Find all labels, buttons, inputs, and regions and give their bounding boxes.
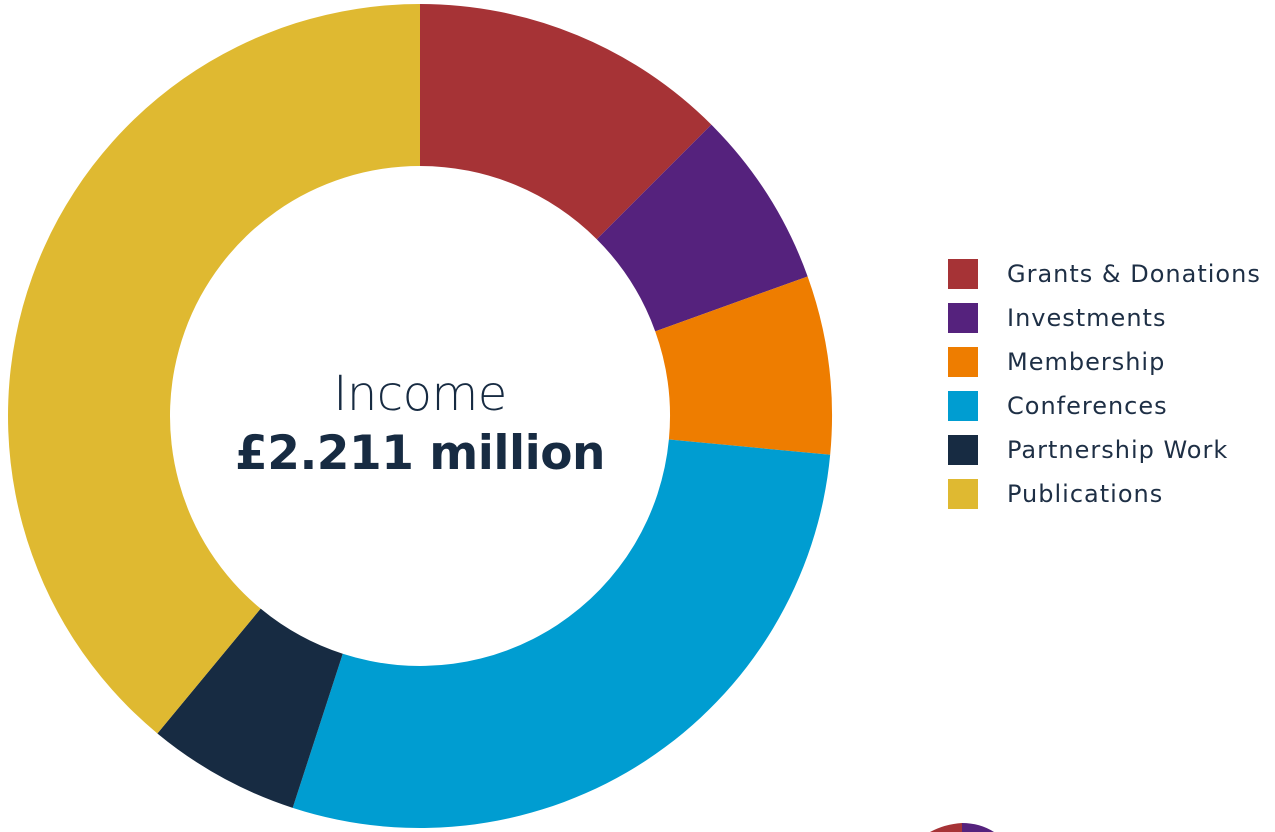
legend-item: Partnership Work bbox=[948, 428, 1268, 472]
legend-label: Grants & Donations bbox=[1007, 260, 1261, 288]
donut-slice-partnership-work bbox=[157, 608, 343, 808]
donut-slice-publications bbox=[8, 4, 421, 734]
legend-item: Publications bbox=[948, 472, 1268, 516]
legend-label: Publications bbox=[1007, 480, 1164, 508]
fragment-slice-purple bbox=[962, 823, 994, 832]
legend-item: Investments bbox=[948, 296, 1268, 340]
legend-label: Conferences bbox=[1007, 392, 1168, 420]
legend-swatch bbox=[948, 259, 978, 289]
legend-label: Partnership Work bbox=[1007, 436, 1229, 464]
legend-label: Investments bbox=[1007, 304, 1167, 332]
fragment-slice-red bbox=[930, 823, 962, 832]
donut-slice-investments bbox=[596, 124, 808, 332]
legend-item: Grants & Donations bbox=[948, 252, 1268, 296]
chart-title: Income bbox=[333, 366, 507, 422]
legend-swatch bbox=[948, 435, 978, 465]
legend-swatch bbox=[948, 347, 978, 377]
legend-item: Conferences bbox=[948, 384, 1268, 428]
donut-slice-membership bbox=[655, 276, 832, 455]
chart-legend: Grants & Donations Investments Membership C… bbox=[948, 252, 1268, 516]
legend-swatch bbox=[948, 391, 978, 421]
legend-item: Membership bbox=[948, 340, 1268, 384]
partial-donut-fragment bbox=[930, 823, 994, 832]
chart-total-value: £2.211 million bbox=[235, 426, 605, 481]
donut-slice-grants-donations bbox=[420, 3, 712, 240]
legend-swatch bbox=[948, 479, 978, 509]
legend-label: Membership bbox=[1007, 348, 1166, 376]
donut-chart bbox=[8, 3, 832, 829]
chart-center-label: Income £2.211 million bbox=[170, 365, 670, 485]
donut-slice-conferences bbox=[292, 439, 831, 829]
legend-swatch bbox=[948, 303, 978, 333]
